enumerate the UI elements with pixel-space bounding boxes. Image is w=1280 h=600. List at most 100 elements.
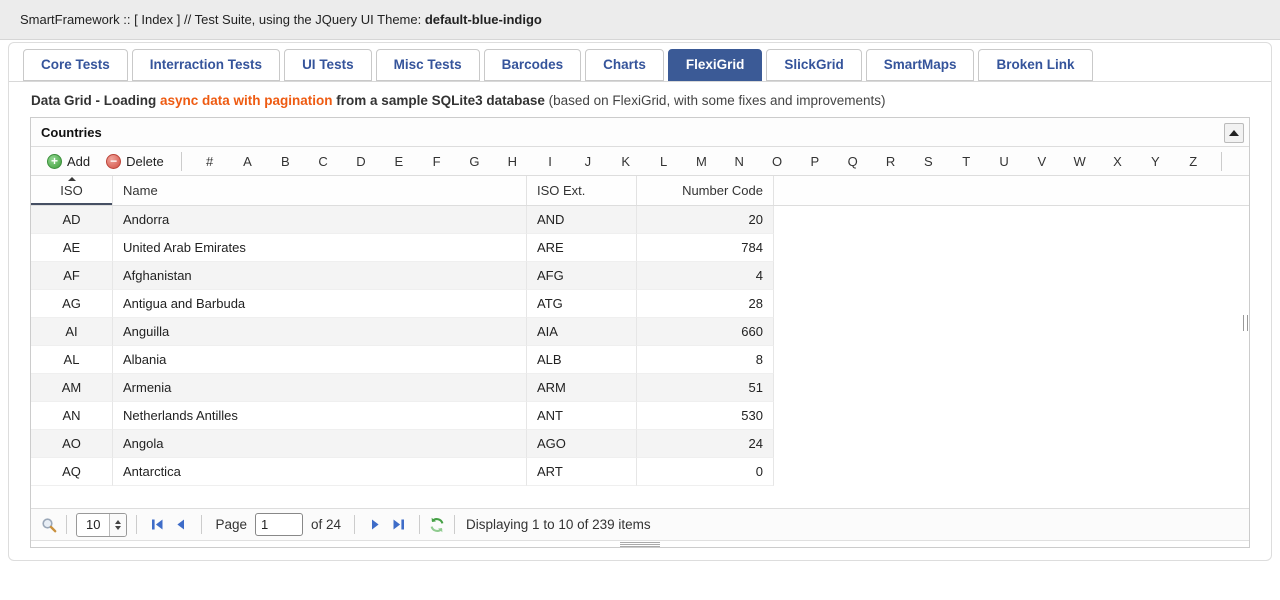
letter-filter-c[interactable]: C [318, 153, 328, 169]
table-row[interactable]: AI Anguilla AIA 660 [31, 318, 1249, 346]
add-plus-icon: + [47, 153, 62, 169]
letter-filter-u[interactable]: U [999, 153, 1009, 169]
tab-interraction-tests[interactable]: Interraction Tests [131, 49, 281, 81]
column-header-number-code[interactable]: Number Code [637, 176, 774, 205]
letter-filter-t[interactable]: T [962, 153, 971, 169]
letter-filter-w[interactable]: W [1073, 153, 1086, 169]
cell-name: United Arab Emirates [113, 234, 527, 262]
letter-filter-hash[interactable]: # [206, 153, 214, 169]
tab-slickgrid[interactable]: SlickGrid [766, 49, 862, 81]
grid-header-row: ISO Name ISO Ext. Number Code [31, 176, 1249, 206]
tab-core-tests[interactable]: Core Tests [23, 49, 128, 81]
first-page-button[interactable] [151, 518, 164, 531]
letter-filter-j[interactable]: J [584, 153, 592, 169]
letter-filter-x[interactable]: X [1113, 153, 1122, 169]
cell-name: Andorra [113, 206, 527, 234]
column-header-iso-ext[interactable]: ISO Ext. [527, 176, 637, 205]
tab-ui-tests[interactable]: UI Tests [284, 49, 372, 81]
add-button[interactable]: + Add [39, 153, 98, 169]
cell-name: Albania [113, 346, 527, 374]
delete-button-label: Delete [126, 153, 164, 169]
tab-barcodes[interactable]: Barcodes [483, 49, 582, 81]
alphabet-filter: # A B C D E F G H I J K L M N O P Q R S T U V W X Y Z [191, 154, 1212, 169]
tab-smartmaps[interactable]: SmartMaps [865, 49, 975, 81]
pager-separator [354, 515, 356, 534]
letter-filter-d[interactable]: D [356, 153, 366, 169]
letter-filter-f[interactable]: F [432, 153, 441, 169]
spinner-arrows-icon [109, 513, 127, 536]
app-title: SmartFramework :: [ Index ] // Test Suit… [20, 12, 425, 27]
letter-filter-a[interactable]: A [243, 153, 252, 169]
letter-filter-m[interactable]: M [695, 153, 707, 169]
last-page-button[interactable] [392, 518, 405, 531]
delete-minus-icon: − [106, 153, 122, 169]
cell-number-code: 4 [637, 262, 774, 290]
letter-filter-v[interactable]: V [1037, 153, 1047, 169]
cell-number-code: 51 [637, 374, 774, 402]
cell-iso: AM [31, 374, 113, 402]
cell-iso: AO [31, 430, 113, 458]
letter-filter-i[interactable]: I [548, 153, 552, 169]
tab-misc-tests[interactable]: Misc Tests [375, 49, 480, 81]
table-row[interactable]: AF Afghanistan AFG 4 [31, 262, 1249, 290]
resize-grip-vertical[interactable] [1243, 315, 1248, 332]
refresh-icon[interactable] [429, 517, 445, 533]
tab-flexigrid[interactable]: FlexiGrid [667, 49, 763, 81]
page-size-select[interactable]: 10 [76, 512, 128, 537]
column-label: ISO Ext. [537, 183, 586, 198]
delete-button[interactable]: − Delete [98, 153, 172, 169]
cell-iso-ext: ARM [527, 374, 637, 402]
letter-filter-z[interactable]: Z [1189, 153, 1198, 169]
table-row[interactable]: AO Angola AGO 24 [31, 430, 1249, 458]
letter-filter-e[interactable]: E [394, 153, 404, 169]
letter-filter-y[interactable]: Y [1151, 153, 1160, 169]
letter-filter-l[interactable]: L [659, 153, 668, 169]
column-header-iso[interactable]: ISO [31, 176, 113, 205]
next-page-button[interactable] [369, 518, 382, 531]
letter-filter-s[interactable]: S [924, 153, 933, 169]
letter-filter-o[interactable]: O [771, 153, 783, 169]
cell-iso: AD [31, 206, 113, 234]
letter-filter-g[interactable]: G [469, 153, 480, 169]
letter-filter-p[interactable]: P [810, 153, 820, 169]
table-row[interactable]: AM Armenia ARM 51 [31, 374, 1249, 402]
collapse-button[interactable] [1224, 123, 1244, 143]
table-row[interactable]: AQ Antarctica ART 0 [31, 458, 1249, 486]
tab-broken-link[interactable]: Broken Link [978, 49, 1093, 81]
cell-number-code: 0 [637, 458, 774, 486]
cell-iso: AQ [31, 458, 113, 486]
letter-filter-r[interactable]: R [885, 153, 896, 169]
table-row[interactable]: AN Netherlands Antilles ANT 530 [31, 402, 1249, 430]
description-note: (based on FlexiGrid, with some fixes and… [548, 93, 886, 108]
resize-grip-horizontal[interactable] [620, 542, 660, 547]
collapse-arrow-icon [1229, 130, 1239, 136]
search-icon[interactable] [41, 517, 57, 533]
cell-name: Netherlands Antilles [113, 402, 527, 430]
table-row[interactable]: AL Albania ALB 8 [31, 346, 1249, 374]
letter-filter-k[interactable]: K [621, 153, 631, 169]
grid-footer-strip [31, 540, 1249, 547]
theme-name: default-blue-indigo [424, 12, 542, 27]
column-header-name[interactable]: Name [113, 176, 527, 205]
cell-number-code: 530 [637, 402, 774, 430]
page-input[interactable] [255, 513, 303, 536]
cell-iso: AE [31, 234, 113, 262]
letter-filter-b[interactable]: B [280, 153, 290, 169]
table-row[interactable]: AE United Arab Emirates ARE 784 [31, 234, 1249, 262]
letter-filter-h[interactable]: H [507, 153, 517, 169]
letter-filter-n[interactable]: N [734, 153, 744, 169]
tab-charts[interactable]: Charts [585, 49, 664, 81]
letter-filter-q[interactable]: Q [847, 153, 858, 169]
pager-separator [201, 515, 203, 534]
cell-iso: AG [31, 290, 113, 318]
table-row[interactable]: AG Antigua and Barbuda ATG 28 [31, 290, 1249, 318]
cell-iso: AI [31, 318, 113, 346]
cell-number-code: 8 [637, 346, 774, 374]
cell-name: Anguilla [113, 318, 527, 346]
cell-iso-ext: AFG [527, 262, 637, 290]
grid-body: AD Andorra AND 20 AE United Arab Emirates ARE 7… [31, 206, 1249, 508]
table-row[interactable]: AD Andorra AND 20 [31, 206, 1249, 234]
prev-page-button[interactable] [174, 518, 187, 531]
cell-number-code: 784 [637, 234, 774, 262]
toolbar-separator [1221, 151, 1222, 171]
